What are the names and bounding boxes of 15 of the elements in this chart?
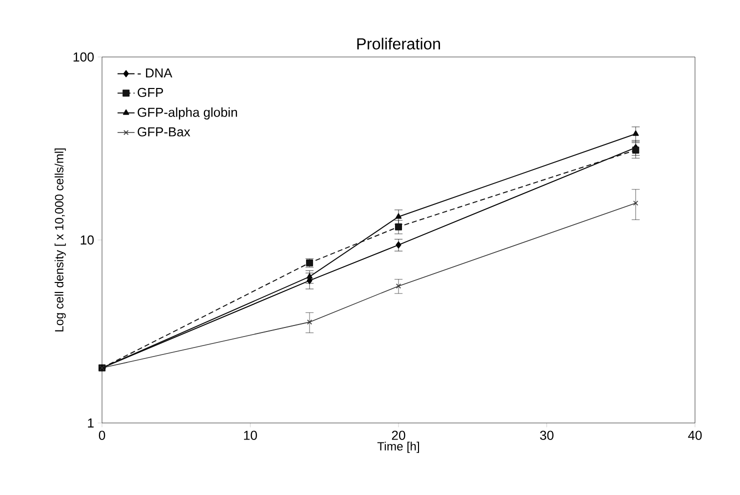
y-tick-label: 100 <box>74 52 94 62</box>
legend-label: - DNA <box>138 68 172 78</box>
x-tick-label: 30 <box>540 430 554 440</box>
legend-label: GFP-Bax <box>138 127 190 136</box>
y-tick-label: 1 <box>88 418 94 428</box>
x-tick-label: 40 <box>688 430 702 440</box>
x-axis-title: Time [h] <box>377 442 420 453</box>
x-tick-label: 0 <box>98 430 106 440</box>
y-axis-title: Log cell density [ x 10,000 cells/ml] <box>54 148 66 332</box>
y-tick-label: 10 <box>80 235 94 245</box>
x-tick-label: 10 <box>244 430 257 440</box>
chart-title: Proliferation <box>357 38 440 50</box>
legend-label: GFP-alpha globin <box>138 107 237 120</box>
x-tick-label: 20 <box>392 430 406 440</box>
legend-label: GFP <box>138 88 164 98</box>
